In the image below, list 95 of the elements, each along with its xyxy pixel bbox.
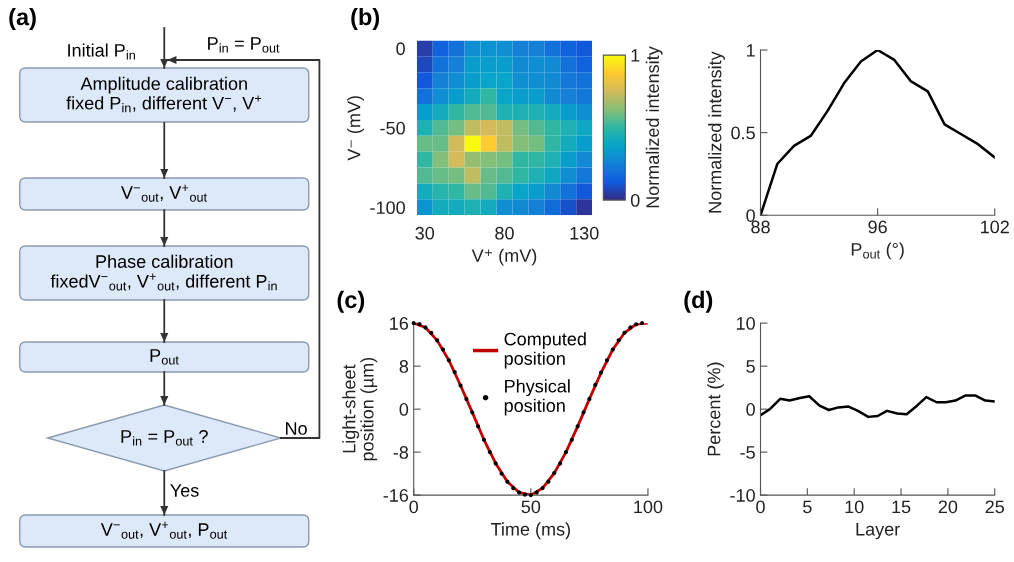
y-axis-title: Normalized intensity — [708, 51, 725, 213]
point — [487, 450, 492, 455]
point — [505, 479, 510, 484]
text: Amplitude calibration fixed P$_{in}$, different V$^{−}$, V$^{+}$ — [66, 76, 262, 113]
point — [563, 450, 569, 455]
x-tick-label: 102 — [981, 220, 1009, 234]
y-tick-label: -10 — [730, 489, 755, 502]
point — [452, 369, 457, 375]
y-tick-label: -100 — [370, 201, 405, 215]
y-tick-label: 1 — [746, 44, 755, 57]
point — [593, 382, 598, 388]
point — [464, 396, 469, 402]
chart-title: (b) — [351, 7, 380, 30]
y-tick-label: 8 — [399, 360, 409, 373]
point — [435, 338, 440, 343]
y-tick-label: -5 — [740, 446, 755, 459]
legend-label: Physical position — [504, 379, 570, 416]
chart-title: (c) — [337, 290, 365, 313]
text: P$_{in}$ = P$_{out}$ — [208, 37, 280, 53]
x-tick-label: 80 — [495, 226, 514, 240]
point — [610, 347, 615, 352]
text: Phase calibration fixedV$^{−}$$_{out}$, V$^{+}$$_{out}$, different P$_{in}$ — [50, 254, 277, 291]
point — [481, 437, 487, 442]
x-tick-label: 10 — [845, 500, 864, 514]
point — [640, 321, 645, 326]
point — [546, 479, 551, 484]
text: P$_{out}$ — [150, 349, 179, 365]
point — [517, 490, 522, 495]
point — [528, 493, 533, 498]
x-tick-label: 50 — [521, 500, 541, 514]
text: V$^{−}$$_{out}$, V$^{+}$$_{out}$ — [121, 184, 207, 202]
y-tick-label: -8 — [393, 446, 409, 459]
x-tick-label: 100 — [634, 500, 663, 514]
point — [604, 358, 610, 363]
x-tick-label: 0 — [409, 500, 419, 514]
x-axis-title: P$_{out}$ (°) — [851, 242, 904, 260]
point — [511, 486, 516, 491]
y-axis-title: Percent (%) — [707, 362, 724, 456]
text: No — [286, 422, 307, 435]
y-tick-label: 0 — [396, 42, 405, 56]
point — [634, 322, 639, 327]
y-tick-label: 0 — [399, 403, 409, 416]
point — [429, 330, 434, 335]
y-axis-title: V⁻ (mV) — [347, 96, 364, 161]
x-axis-title: V⁺ (mV) — [471, 248, 537, 266]
text: (a) — [9, 8, 36, 31]
point — [458, 383, 463, 388]
x-tick-label: 25 — [985, 500, 1005, 514]
text: Initial P$_{in}$ — [68, 43, 135, 60]
point — [599, 370, 604, 375]
point — [476, 424, 481, 429]
x-axis-title: Time (ms) — [490, 522, 570, 540]
text: V$^{−}$$_{out}$, V$^{+}$$_{out}$, P$_{out}$ — [100, 521, 228, 539]
y-tick-label: 0 — [746, 403, 755, 416]
point — [622, 330, 627, 335]
x-tick-label: 130 — [570, 226, 599, 240]
text: P$_{in}$ = P$_{out}$ ? — [121, 430, 208, 446]
chart-title: (d) — [684, 290, 713, 313]
x-tick-label: 20 — [938, 500, 958, 514]
line-series — [760, 50, 995, 216]
point — [587, 396, 592, 402]
line-series — [760, 394, 995, 419]
x-tick-label: 88 — [751, 220, 770, 234]
x-tick-label: 30 — [415, 226, 435, 240]
x-tick-label: 15 — [892, 500, 911, 514]
color-bar-label: 1 — [631, 49, 640, 62]
point — [446, 358, 451, 363]
line-series — [413, 323, 648, 496]
y-tick-label: -50 — [380, 121, 405, 135]
point — [417, 322, 422, 327]
y-axis-title: Light-sheet position (µm) — [342, 357, 378, 461]
y-tick-label: -16 — [383, 489, 409, 502]
point — [575, 424, 580, 429]
text: Yes — [170, 484, 199, 497]
point — [552, 471, 557, 476]
y-tick-label: 5 — [746, 360, 755, 373]
y-tick-label: 0.5 — [731, 126, 755, 140]
point — [569, 437, 574, 442]
point — [470, 410, 475, 415]
point — [540, 486, 545, 491]
color-bar-title: Normalized intensity — [645, 46, 663, 208]
y-tick-label: 0 — [746, 209, 755, 222]
point — [558, 461, 563, 466]
x-tick-label: 5 — [803, 500, 812, 514]
legend-label: Computed position — [504, 332, 586, 369]
y-tick-label: 16 — [390, 317, 409, 330]
color-bar-label: 0 — [630, 194, 640, 207]
x-tick-label: 0 — [756, 500, 765, 514]
x-tick-label: 96 — [868, 220, 887, 234]
point — [411, 321, 416, 326]
point — [522, 492, 528, 497]
x-axis-title: Layer — [856, 523, 900, 540]
point — [440, 347, 446, 352]
y-tick-label: 10 — [736, 317, 755, 330]
point — [616, 338, 621, 343]
